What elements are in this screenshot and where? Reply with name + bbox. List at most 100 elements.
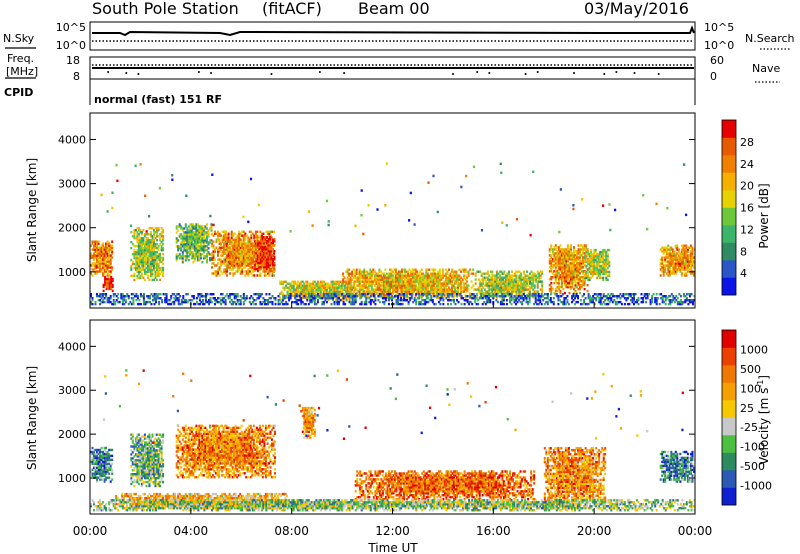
echo-cell xyxy=(201,233,204,236)
echo-cell xyxy=(345,299,348,302)
echo-cell xyxy=(603,260,606,264)
echo-cell xyxy=(154,266,157,270)
echo-cell xyxy=(137,260,140,264)
echo-cell xyxy=(196,223,199,226)
echo-cell xyxy=(235,256,238,259)
echo-cell xyxy=(270,246,273,249)
echo-cell xyxy=(458,274,461,277)
echo-cell xyxy=(254,248,257,251)
echo-cell xyxy=(180,257,183,260)
echo-cell xyxy=(327,297,330,300)
echo-cell xyxy=(428,280,431,283)
echo-cell xyxy=(186,243,189,246)
echo-cell xyxy=(224,256,227,259)
echo-cell xyxy=(150,244,152,248)
echo-cell xyxy=(479,270,482,273)
echo-cell xyxy=(262,240,265,243)
echo-cell xyxy=(270,267,273,271)
echo-cell xyxy=(324,286,327,289)
echo-cell xyxy=(105,293,108,296)
echo-cell xyxy=(338,282,341,285)
echo-cell xyxy=(236,300,239,304)
echo-cell xyxy=(667,274,670,277)
echo-cell xyxy=(358,292,361,295)
echo-cell xyxy=(133,233,136,236)
echo-cell xyxy=(563,268,566,271)
echo-cell xyxy=(224,264,227,267)
echo-cell xyxy=(506,282,509,285)
echo-cell xyxy=(102,256,105,259)
echo-cell xyxy=(272,242,274,245)
echo-cell xyxy=(259,252,262,255)
echo-cell xyxy=(134,268,137,272)
echo-cell xyxy=(526,282,529,285)
echo-cell xyxy=(312,299,315,302)
echo-cell xyxy=(97,248,100,251)
echo-cell xyxy=(489,284,492,287)
echo-cell xyxy=(437,293,440,296)
echo-cell xyxy=(145,248,148,252)
echo-cell xyxy=(326,284,328,287)
echo-cell xyxy=(690,244,692,247)
echo-cell xyxy=(310,284,313,287)
echo-cell xyxy=(224,236,227,239)
echo-cell xyxy=(431,300,434,304)
echo-cell xyxy=(677,250,680,253)
echo-cell xyxy=(483,276,486,279)
echo-cell xyxy=(674,270,677,273)
echo-cell xyxy=(96,254,98,257)
echo-cell xyxy=(339,288,342,291)
echo-cell xyxy=(497,284,500,287)
echo-cell xyxy=(563,262,566,265)
echo-cell xyxy=(491,288,494,291)
echo-cell xyxy=(204,293,207,296)
echo-cell xyxy=(603,258,606,262)
echo-cell xyxy=(180,235,183,238)
echo-cell xyxy=(574,266,577,269)
echo-cell xyxy=(409,293,412,296)
echo-cell xyxy=(91,240,94,243)
echo-cell xyxy=(259,295,262,298)
echo-cell xyxy=(238,266,241,269)
echo-cell xyxy=(300,299,303,302)
echo-cell xyxy=(690,254,692,257)
echo-cell xyxy=(201,237,204,240)
echo-cell xyxy=(351,288,354,291)
echo-cell xyxy=(536,280,539,283)
echo-cell xyxy=(244,270,247,273)
echo-cell xyxy=(339,294,342,297)
echo-cell xyxy=(153,299,156,302)
echo-cell xyxy=(577,270,580,273)
echo-cell xyxy=(273,250,276,253)
echo-cell xyxy=(131,260,134,264)
echo-cell xyxy=(411,274,414,277)
echo-cell xyxy=(143,262,146,266)
echo-cell xyxy=(210,257,213,260)
echo-cell xyxy=(162,270,165,274)
echo-cell xyxy=(573,280,575,283)
echo-cell xyxy=(139,258,142,262)
echo-cell xyxy=(155,299,157,302)
echo-cell xyxy=(452,270,455,273)
echo-cell xyxy=(466,270,469,273)
echo-cell xyxy=(233,260,236,263)
echo-cell xyxy=(273,255,276,259)
echo-cell xyxy=(599,264,602,268)
echo-cell xyxy=(373,274,376,277)
echo-cell xyxy=(250,234,253,237)
echo-cell xyxy=(304,292,307,295)
echo-cell xyxy=(150,260,152,264)
echo-cell xyxy=(506,284,509,287)
echo-cell xyxy=(147,276,149,280)
echo-cell xyxy=(333,295,336,298)
echo-cell xyxy=(452,276,455,279)
echo-cell xyxy=(576,262,578,265)
echo-cell xyxy=(503,280,506,283)
echo-cell xyxy=(434,290,437,293)
echo-cell xyxy=(271,272,274,275)
echo-cell xyxy=(136,302,139,306)
echo-cell xyxy=(573,260,575,263)
echo-cell xyxy=(152,295,154,298)
echo-cell xyxy=(100,293,103,296)
echo-cell xyxy=(497,286,500,289)
